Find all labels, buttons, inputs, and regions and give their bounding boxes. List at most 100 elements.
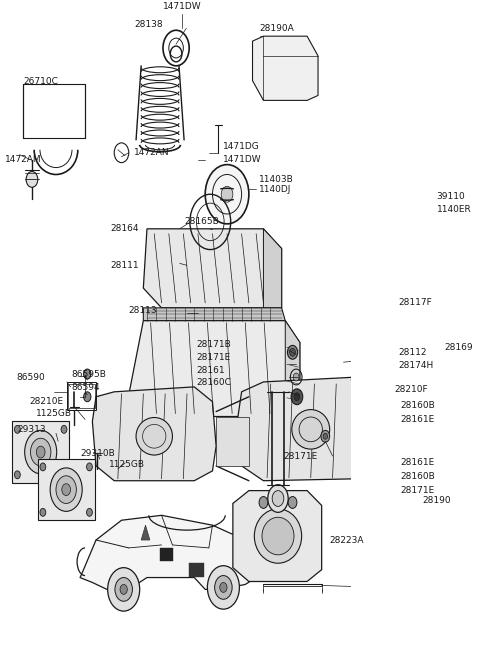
Polygon shape [129,321,300,417]
Text: 28165B: 28165B [185,217,219,227]
Polygon shape [434,343,449,367]
Circle shape [50,468,82,512]
Text: 1471DW: 1471DW [163,3,201,12]
Circle shape [321,430,330,442]
Text: 28161: 28161 [196,365,225,375]
Circle shape [288,496,297,508]
Text: 1125GB: 1125GB [109,460,145,470]
Text: 28164: 28164 [110,224,139,233]
Text: 1140ER: 1140ER [437,204,471,214]
Text: 28171E: 28171E [400,486,434,495]
Bar [67,382,96,409]
Text: 1140DJ: 1140DJ [259,185,291,194]
Text: 28169: 28169 [444,343,473,352]
Bar [160,548,173,561]
Text: 28160C: 28160C [196,379,231,387]
Circle shape [268,485,288,512]
Text: 28160B: 28160B [400,472,435,481]
Circle shape [323,434,327,440]
Circle shape [14,471,20,479]
Text: 28171E: 28171E [196,353,231,362]
Circle shape [272,491,284,506]
Bar [435,202,480,269]
Text: 1471DG: 1471DG [223,142,259,151]
Ellipse shape [136,417,172,455]
Text: 28160B: 28160B [400,401,435,410]
Bar [387,301,431,350]
Circle shape [205,164,249,224]
Polygon shape [141,525,150,540]
Bar [23,84,85,138]
Text: 28117F: 28117F [398,299,432,307]
Polygon shape [144,308,285,321]
Circle shape [62,483,71,496]
Text: 11403B: 11403B [259,175,294,184]
Bar [189,563,204,576]
Circle shape [120,584,127,594]
Text: 28161E: 28161E [400,415,434,424]
Bar [431,196,480,275]
Circle shape [40,463,46,471]
Polygon shape [92,387,216,481]
Text: 28161E: 28161E [400,458,434,468]
Text: 28174H: 28174H [398,361,433,369]
Text: 26710C: 26710C [23,77,58,86]
Circle shape [26,172,38,187]
Circle shape [293,373,299,381]
Text: 28171B: 28171B [196,340,231,349]
Text: 28190A: 28190A [260,24,295,33]
Circle shape [220,582,227,592]
Circle shape [61,425,67,434]
Text: 29313: 29313 [17,425,46,434]
Ellipse shape [254,509,301,563]
Text: 86590: 86590 [16,373,45,381]
Polygon shape [80,515,256,590]
Bar [216,417,249,466]
Polygon shape [144,229,282,308]
Polygon shape [252,36,318,100]
Text: 1125GB: 1125GB [36,409,72,418]
Circle shape [84,369,91,379]
Circle shape [435,447,441,455]
Text: 28113: 28113 [129,307,157,315]
Text: 86595B: 86595B [71,369,106,379]
Ellipse shape [262,517,294,555]
Bar [68,384,95,407]
Bar [464,392,480,491]
Bar [390,305,428,346]
Polygon shape [233,491,322,582]
Circle shape [31,438,51,466]
Text: 28111: 28111 [110,261,139,270]
Circle shape [14,425,20,434]
Circle shape [215,576,232,599]
Text: 29310B: 29310B [80,449,115,458]
Bar [38,459,95,520]
Circle shape [115,578,132,601]
Circle shape [432,498,437,504]
Bar [12,421,69,483]
Circle shape [289,348,296,356]
Circle shape [86,508,92,516]
Text: 28190: 28190 [422,496,451,505]
Text: 28138: 28138 [134,20,163,29]
Text: 28223A: 28223A [329,536,363,544]
Polygon shape [238,377,387,481]
Circle shape [294,393,300,401]
Circle shape [430,485,439,496]
Text: 28210E: 28210E [29,397,63,406]
Circle shape [61,471,67,479]
Text: 1472AN: 1472AN [134,148,169,157]
Bar [467,252,480,263]
Text: 28210F: 28210F [395,385,428,394]
Text: 28112: 28112 [398,348,427,357]
Ellipse shape [292,409,330,449]
Polygon shape [358,377,423,479]
Text: 1472AM: 1472AM [5,155,42,164]
Polygon shape [264,229,282,308]
Text: 1471DW: 1471DW [223,155,261,164]
Circle shape [56,476,76,504]
Circle shape [86,463,92,471]
Circle shape [84,392,91,402]
Circle shape [40,508,46,516]
Circle shape [259,496,268,508]
